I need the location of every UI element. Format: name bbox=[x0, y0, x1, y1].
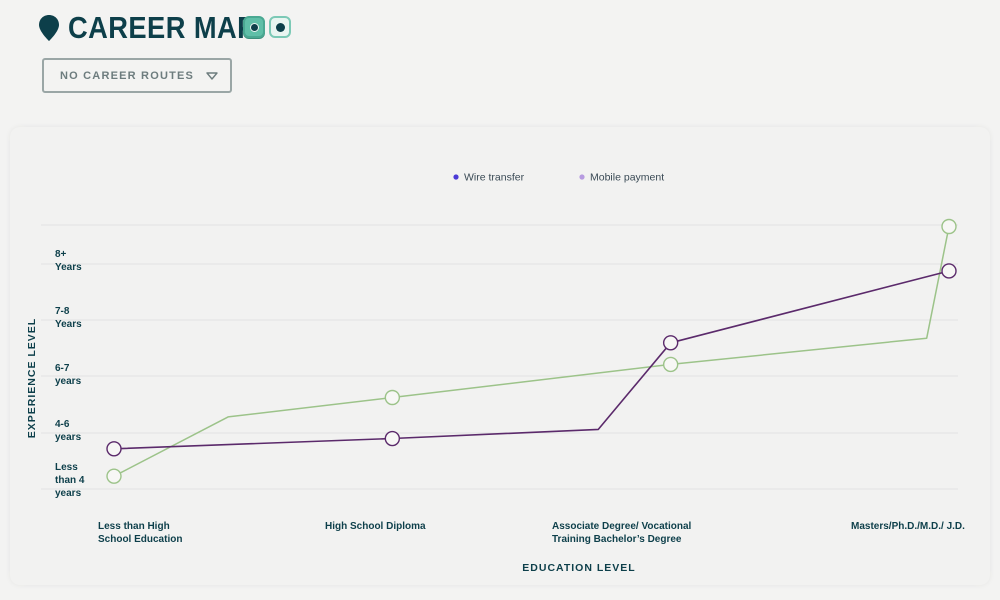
y-tick-label: 8+ bbox=[55, 249, 67, 260]
y-tick-label: 7-8 bbox=[55, 306, 70, 317]
x-axis-title: EDUCATION LEVEL bbox=[522, 562, 635, 574]
y-tick-label: years bbox=[55, 488, 82, 499]
y-tick-label: years bbox=[55, 432, 82, 443]
page-header: CAREER MAP bbox=[38, 10, 281, 46]
toggle-dot-icon bbox=[275, 22, 285, 32]
x-tick-label: Less than High bbox=[98, 521, 170, 532]
y-axis-title: EXPERIENCE LEVEL bbox=[26, 318, 38, 438]
x-tick-label: Training Bachelor’s Degree bbox=[552, 534, 682, 545]
series-line-mobile-payment bbox=[113, 226, 950, 477]
y-tick-label: 4-6 bbox=[55, 419, 70, 430]
y-tick-label: Less bbox=[55, 462, 78, 473]
legend-label: Wire transfer bbox=[464, 172, 525, 184]
chart-card: Wire transfer Mobile payment Less than 4 yea… bbox=[10, 127, 990, 585]
dropdown-label: NO CAREER ROUTES bbox=[60, 69, 195, 82]
data-point-wire-transfer bbox=[662, 335, 679, 351]
page-title: CAREER MAP bbox=[68, 10, 256, 45]
data-point-mobile-payment bbox=[384, 389, 401, 406]
x-tick-label: School Education bbox=[98, 534, 182, 545]
chevron-down-icon bbox=[206, 71, 218, 80]
y-tick-label: 6-7 bbox=[55, 363, 70, 374]
career-routes-dropdown[interactable]: NO CAREER ROUTES bbox=[42, 58, 232, 93]
data-point-mobile-payment bbox=[106, 468, 122, 484]
career-line-chart: Wire transfer Mobile payment Less than 4 yea… bbox=[26, 172, 965, 575]
view-toggle-group bbox=[243, 16, 291, 38]
toggle-view-2-button[interactable] bbox=[269, 16, 291, 38]
legend-marker bbox=[579, 174, 585, 180]
data-point-mobile-payment bbox=[941, 218, 957, 235]
y-tick-label: Years bbox=[55, 262, 82, 273]
x-tick-label: High School Diploma bbox=[325, 521, 426, 532]
series-line-wire-transfer bbox=[113, 270, 950, 450]
toggle-view-1-button[interactable] bbox=[243, 16, 265, 38]
x-tick-label: Masters/Ph.D./M.D./ J.D. bbox=[851, 521, 965, 532]
legend-marker bbox=[453, 174, 459, 180]
y-tick-label: than 4 bbox=[55, 475, 85, 486]
legend-label: Mobile payment bbox=[590, 172, 664, 184]
x-tick-label: Associate Degree/ Vocational bbox=[552, 521, 692, 532]
toggle-dot-icon bbox=[249, 22, 259, 32]
data-point-mobile-payment bbox=[662, 356, 679, 373]
data-point-wire-transfer bbox=[384, 430, 401, 447]
y-tick-label: years bbox=[55, 376, 82, 387]
y-tick-label: Years bbox=[55, 319, 82, 330]
data-point-wire-transfer bbox=[941, 263, 957, 279]
map-pin-icon bbox=[39, 15, 59, 41]
data-point-wire-transfer bbox=[106, 441, 122, 457]
